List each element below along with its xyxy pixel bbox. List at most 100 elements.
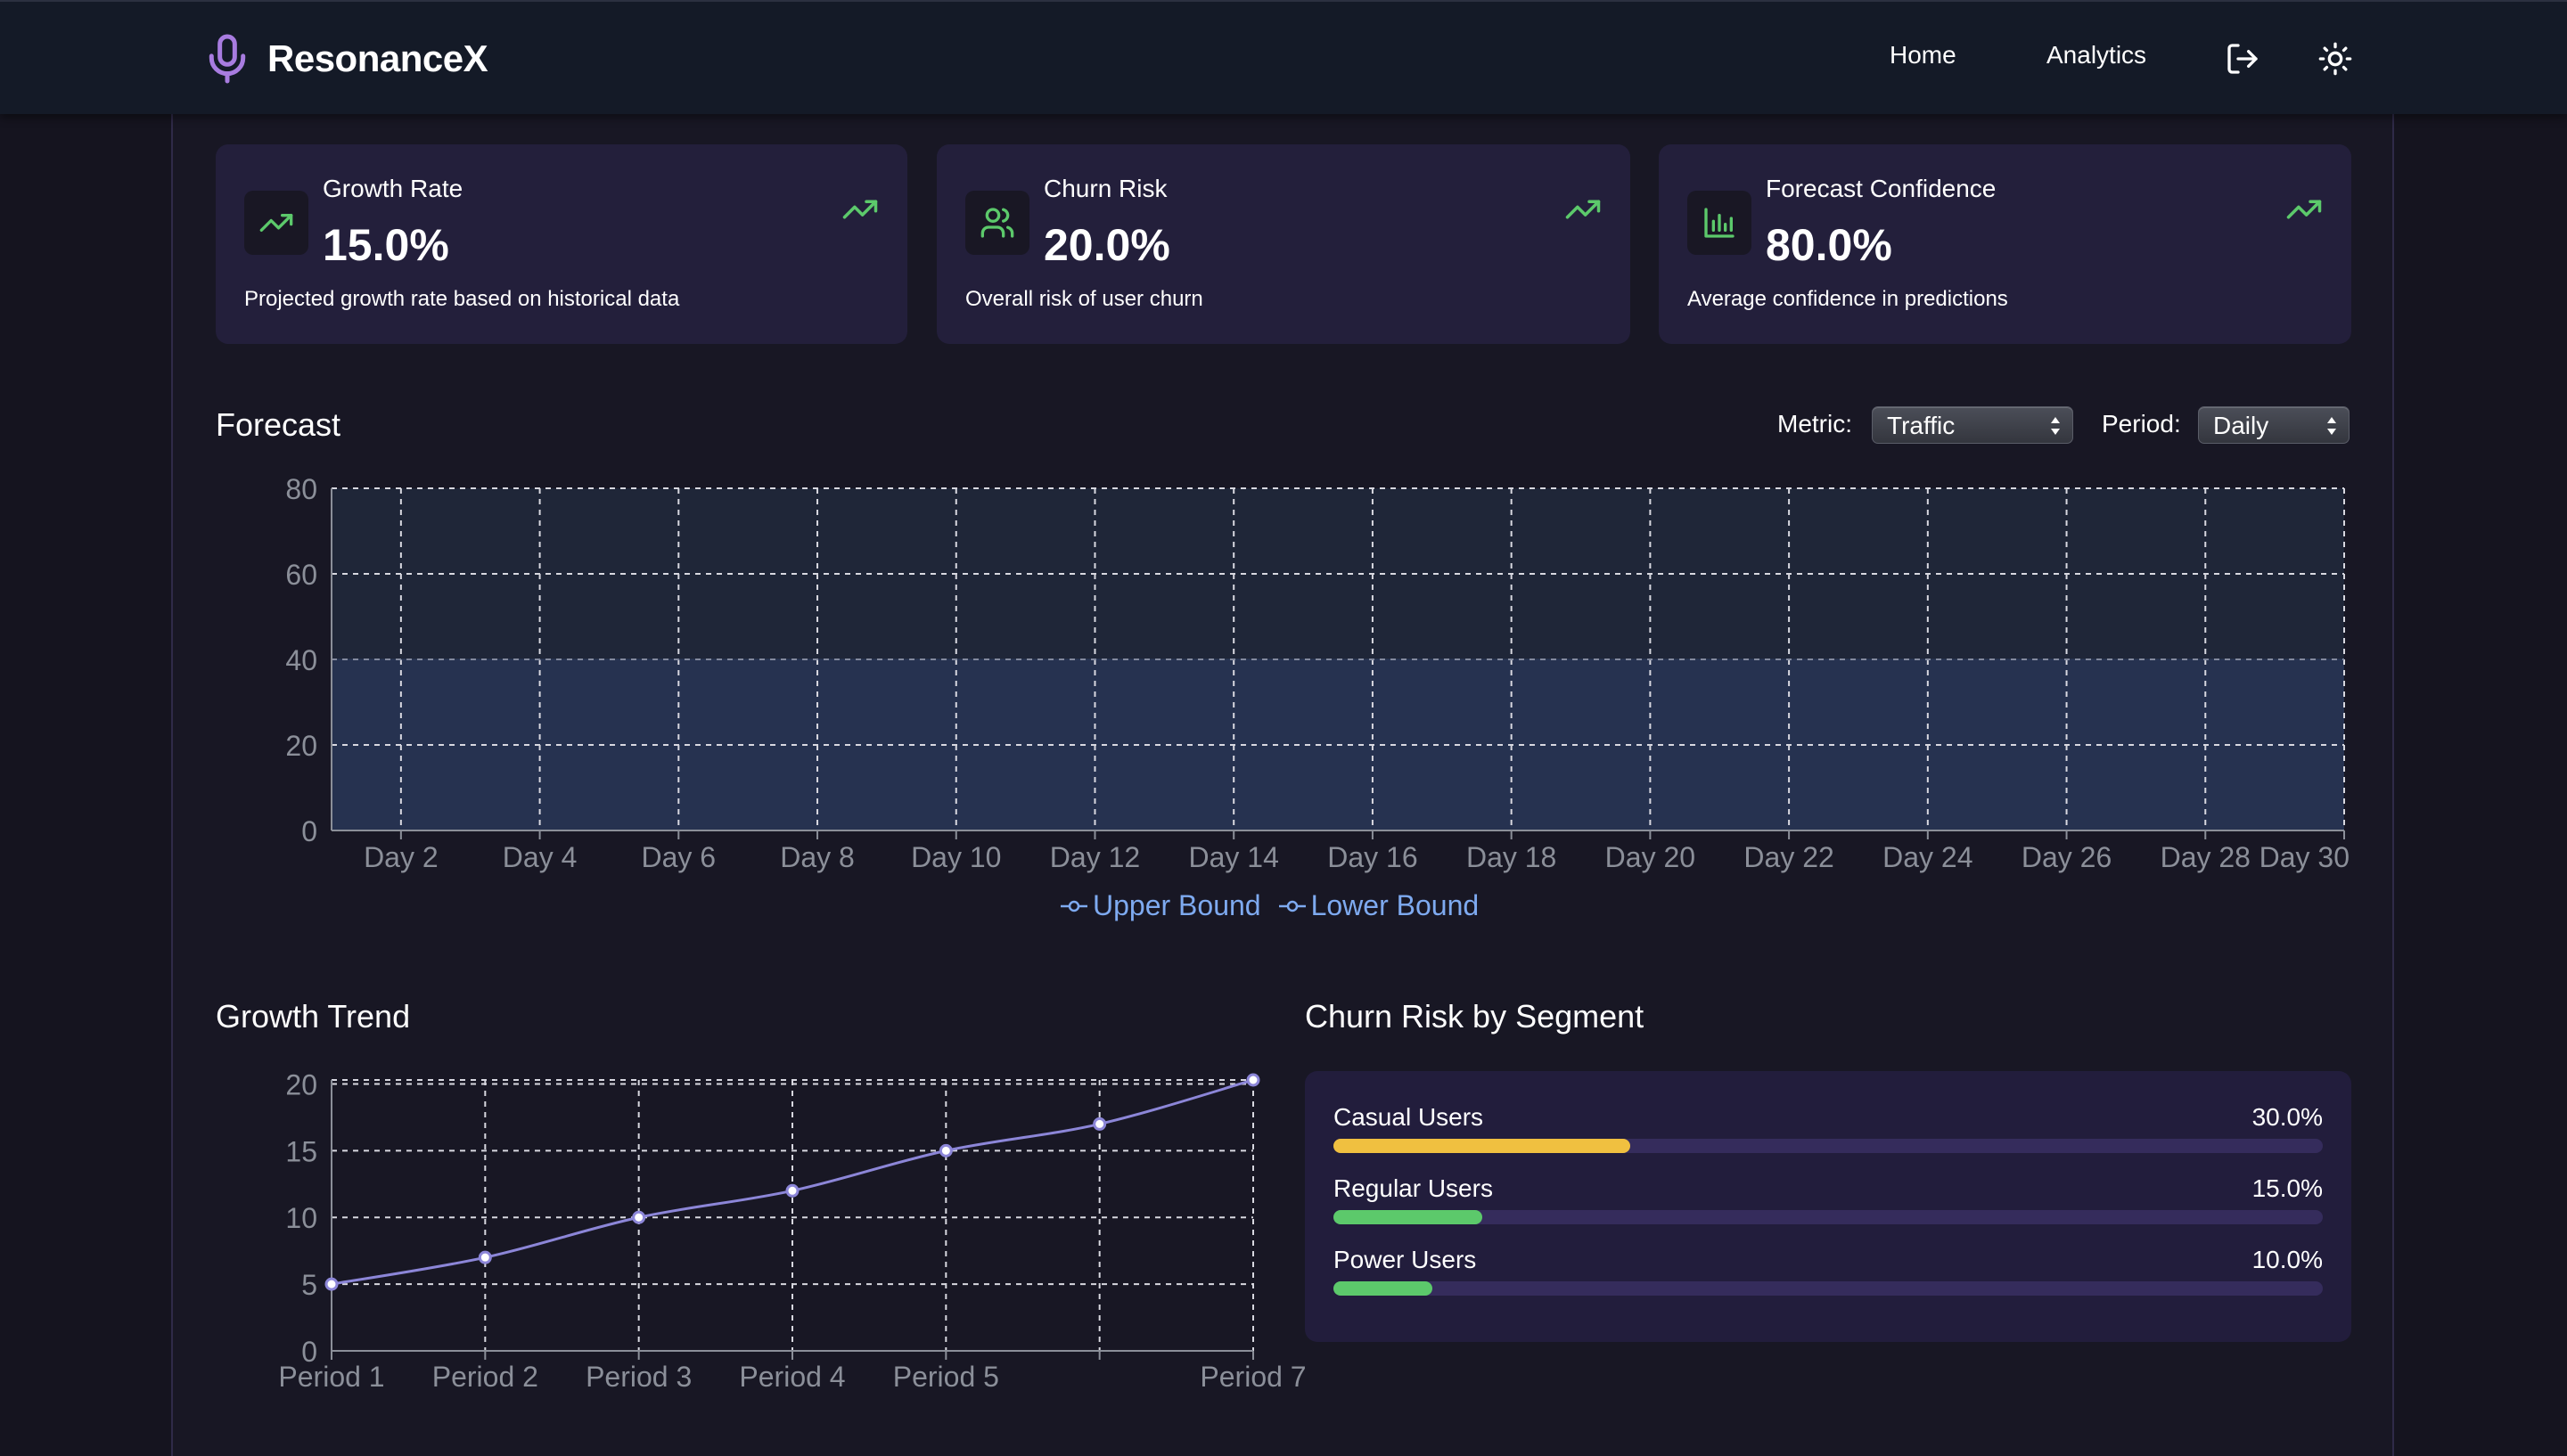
stat-title: Growth Rate (323, 175, 463, 202)
nav-link-home[interactable]: Home (1890, 41, 1956, 69)
stat-icon-box (965, 191, 1029, 255)
segment-progress-track (1333, 1281, 2323, 1296)
segment-row-regular: Regular Users 15.0% (1333, 1174, 2323, 1228)
stat-card-churn-risk: Churn Risk 20.0% Overall risk of user ch… (937, 144, 1630, 344)
x-tick-label: Period 7 (1200, 1361, 1306, 1393)
trend-up-icon (2286, 200, 2322, 219)
data-point (785, 1183, 800, 1198)
segment-percent: 10.0% (2251, 1246, 2323, 1273)
x-tick-label: Period 3 (586, 1361, 692, 1393)
x-tick-label: Day 10 (911, 841, 1001, 873)
trending-up-icon (259, 214, 293, 232)
stat-card-forecast-confidence: Forecast Confidence 80.0% Average confid… (1659, 144, 2351, 344)
segment-progress-track (1333, 1139, 2323, 1153)
segment-progress-fill (1333, 1139, 1630, 1153)
x-tick-label: Day 14 (1189, 841, 1279, 873)
data-point (478, 1250, 492, 1264)
stat-card-growth-rate: Growth Rate 15.0% Projected growth rate … (216, 144, 907, 344)
users-icon (980, 208, 1014, 238)
segment-percent: 15.0% (2251, 1174, 2323, 1202)
trend-up-icon (842, 200, 878, 219)
metric-select-value: Traffic (1887, 412, 1956, 439)
legend-item-upper-bound[interactable]: Upper Bound (1061, 889, 1261, 922)
x-tick-label: Day 18 (1466, 841, 1556, 873)
x-tick-label: Day 20 (1605, 841, 1695, 873)
stat-description: Projected growth rate based on historica… (244, 287, 680, 311)
segment-name: Power Users (1333, 1246, 1477, 1273)
period-select[interactable]: Daily (2198, 406, 2350, 444)
select-arrows-icon (2051, 417, 2060, 435)
stat-icon-box (244, 191, 308, 255)
x-tick-label: Day 24 (1882, 841, 1972, 873)
trend-up-icon (1565, 200, 1601, 219)
data-point (632, 1210, 646, 1224)
data-point (1246, 1073, 1260, 1087)
segment-progress-fill (1333, 1210, 1482, 1224)
select-arrows-icon (2327, 417, 2336, 435)
y-tick-label: 60 (285, 559, 317, 591)
period-label: Period: (2102, 410, 2181, 438)
y-tick-label: 0 (301, 1336, 317, 1368)
y-tick-label: 5 (301, 1269, 317, 1301)
segment-progress-track (1333, 1210, 2323, 1224)
x-tick-label: Day 12 (1050, 841, 1140, 873)
y-tick-label: 80 (285, 473, 317, 505)
data-point (324, 1277, 339, 1291)
churn-segment-panel: Casual Users 30.0% Regular Users 15.0% P… (1305, 1071, 2351, 1342)
stat-description: Overall risk of user churn (965, 287, 1203, 311)
x-tick-label: Day 6 (642, 841, 717, 873)
legend-label: Upper Bound (1093, 889, 1261, 921)
x-tick-label: Period 1 (278, 1361, 384, 1393)
stat-value: 15.0% (323, 220, 449, 270)
stat-value: 80.0% (1766, 220, 1892, 270)
x-tick-label: Day 30 (2259, 841, 2350, 873)
data-point (939, 1143, 953, 1157)
stat-icon-box (1687, 191, 1751, 255)
x-tick-label: Period 2 (432, 1361, 538, 1393)
segment-percent: 30.0% (2251, 1103, 2323, 1131)
segment-row-power: Power Users 10.0% (1333, 1246, 2323, 1299)
y-tick-label: 10 (285, 1202, 317, 1234)
forecast-title: Forecast (216, 406, 341, 443)
period-select-value: Daily (2213, 412, 2269, 439)
brand[interactable]: ResonanceX (205, 30, 488, 87)
x-tick-label: Day 16 (1327, 841, 1417, 873)
data-point (1093, 1117, 1107, 1131)
forecast-legend: Upper Bound Lower Bound (1061, 889, 1497, 922)
churn-segment-title: Churn Risk by Segment (1305, 998, 1644, 1035)
legend-line-marker-icon (1061, 900, 1087, 912)
segment-row-casual: Casual Users 30.0% (1333, 1103, 2323, 1157)
app-name: ResonanceX (267, 37, 488, 79)
y-tick-label: 15 (285, 1135, 317, 1167)
segment-name: Regular Users (1333, 1174, 1493, 1202)
stat-title: Churn Risk (1044, 175, 1168, 202)
y-tick-label: 20 (285, 730, 317, 762)
logout-icon[interactable] (2225, 41, 2260, 77)
x-tick-label: Day 8 (780, 841, 855, 873)
x-tick-label: Period 4 (739, 1361, 845, 1393)
segment-progress-fill (1333, 1281, 1432, 1296)
x-tick-label: Day 28 (2161, 841, 2251, 873)
legend-item-lower-bound[interactable]: Lower Bound (1278, 889, 1480, 922)
y-tick-label: 0 (301, 815, 317, 847)
legend-line-marker-icon (1278, 900, 1306, 912)
top-navbar: ResonanceX Home Analytics (0, 0, 2567, 114)
segment-name: Casual Users (1333, 1103, 1484, 1131)
legend-label: Lower Bound (1310, 889, 1480, 921)
stat-value: 20.0% (1044, 220, 1170, 270)
stat-title: Forecast Confidence (1766, 175, 1997, 202)
nav-link-analytics[interactable]: Analytics (2046, 41, 2147, 69)
metric-select[interactable]: Traffic (1872, 406, 2073, 444)
x-tick-label: Day 2 (364, 841, 439, 873)
growth-trend-title: Growth Trend (216, 998, 411, 1035)
y-tick-label: 40 (285, 644, 317, 676)
x-tick-label: Day 4 (503, 841, 578, 873)
bar-chart-icon (1704, 208, 1735, 238)
sun-icon[interactable] (2317, 41, 2353, 77)
y-tick-label: 20 (285, 1068, 317, 1100)
x-tick-label: Period 5 (893, 1361, 999, 1393)
x-tick-label: Day 22 (1743, 841, 1833, 873)
microphone-icon (209, 34, 246, 84)
